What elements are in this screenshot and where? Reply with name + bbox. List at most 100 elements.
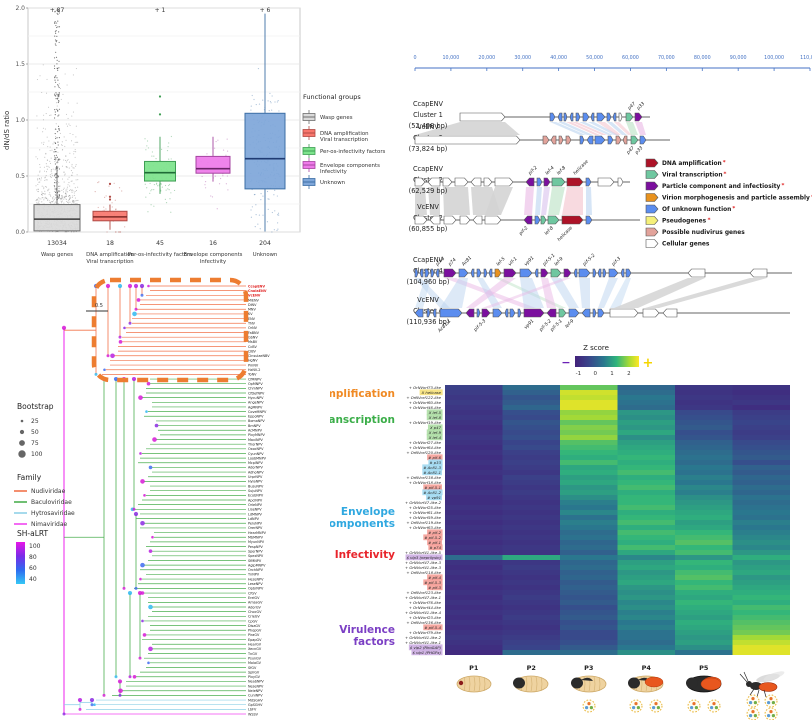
gene-label: lef-9 — [553, 256, 565, 268]
tree-tip-label: NeseNPV — [248, 684, 264, 688]
row-label: + OrNVorf60-like — [409, 400, 442, 405]
tree-tip-label: CiBV — [248, 349, 257, 353]
gene-arrow — [566, 177, 584, 187]
heatmap-cell — [617, 405, 675, 410]
heatmap-cell — [675, 595, 733, 600]
heatmap-cell — [675, 555, 733, 560]
heatmap-cell — [732, 475, 790, 480]
tree-tip-label: AmsaGV — [248, 601, 263, 605]
tree-tip-label: HezeNPV — [248, 577, 264, 581]
legend-item: Unknown — [302, 175, 345, 189]
heatmap-cell — [617, 510, 675, 515]
category-label: factors — [353, 636, 395, 648]
gene-arrow — [472, 215, 483, 225]
heatmap-cell — [445, 550, 503, 555]
gene-arrow — [536, 177, 543, 187]
heatmap-cell — [445, 530, 503, 535]
gene-label: pif-3 — [610, 256, 622, 268]
heatmap-cell — [617, 520, 675, 525]
heatmap-cell — [502, 595, 560, 600]
heatmap-cell — [445, 410, 503, 415]
gene-arrow — [459, 215, 471, 225]
heatmap-cell — [560, 510, 618, 515]
heatmap-cell — [732, 640, 790, 645]
svg-text:Infectivity: Infectivity — [320, 169, 348, 175]
gene-legend-label: DNA amplification — [662, 161, 722, 167]
tree-tip-label: HgNV — [248, 359, 258, 363]
gene-label: lef-5 — [495, 256, 507, 268]
heatmap-cell — [617, 585, 675, 590]
heatmap-cell — [445, 630, 503, 635]
tree-tip-label: MaviNPV — [248, 438, 264, 442]
row-label: # Ac81-1 — [423, 470, 441, 475]
heatmap-cell — [617, 425, 675, 430]
gene-legend-label: Possible nudivirus genes — [662, 230, 745, 236]
heatmap-cell — [445, 490, 503, 495]
heatmap-cell — [445, 510, 503, 515]
tree-tip-label: ErelGV — [248, 596, 260, 600]
tree-tip-label: CoveMNPV — [248, 410, 267, 414]
gene-label: vlf-1 — [507, 256, 518, 267]
heatmap-cell — [502, 490, 560, 495]
genome-synteny-panel: 0 10,000 20,000 30,000 40,000 50,000 60,000 70,… — [407, 55, 812, 335]
heatmap-cell — [445, 620, 503, 625]
heatmap-cell — [675, 435, 733, 440]
gene-arrow — [585, 215, 593, 225]
tree-tip-label: ApciNPV — [248, 498, 263, 502]
virion-icons — [582, 694, 778, 720]
phylogenetic-tree-panel: CcapENVCnolaENVVcENVMiENVDiNVMNVKVENVTNV… — [14, 277, 270, 716]
tree-tip-label: LiseNPV — [248, 508, 262, 512]
row-label: + OrNVorf41-like-4 — [405, 610, 442, 615]
gene-label: p47 — [625, 145, 636, 156]
svg-text:Wasp genes: Wasp genes — [320, 115, 353, 121]
y-tick-label: 0.5 — [15, 173, 25, 180]
heatmap-cell — [617, 545, 675, 550]
heatmap-cell — [560, 620, 618, 625]
gene-arrow — [432, 308, 437, 318]
heatmap-cell — [560, 460, 618, 465]
heatmap-cell — [560, 590, 618, 595]
heatmap-cell — [675, 545, 733, 550]
tree-tip-label: LdNPV — [248, 517, 260, 521]
heatmap-cell — [560, 560, 618, 565]
svg-text:*: * — [732, 206, 735, 212]
gene-arrow — [439, 308, 463, 318]
heatmap-cell — [560, 470, 618, 475]
track-name: (104,960 bp) — [407, 278, 450, 286]
gene-arrow — [645, 227, 659, 237]
gene-arrow — [414, 308, 424, 318]
heatmap-cell — [617, 540, 675, 545]
gene-arrow — [519, 268, 533, 278]
row-label: + OrNVorf63-like — [409, 525, 442, 530]
tree-tip-label: CcapENV — [248, 284, 265, 288]
heatmap-cell — [617, 580, 675, 585]
heatmap-cell — [732, 645, 790, 650]
category-label: components — [330, 518, 395, 530]
heatmap-cell — [617, 485, 675, 490]
ruler-tick-label: 20,000 — [478, 55, 495, 61]
heatmap-cell — [675, 505, 733, 510]
gene-arrow — [483, 177, 493, 187]
row-label: $ vlp3 (neprilysin) — [407, 555, 442, 560]
tree-tip-label: PiraGV — [248, 633, 260, 637]
heatmap-cell — [617, 570, 675, 575]
tree-tip-label: OrchNPV — [248, 568, 264, 572]
gene-label: helicase — [556, 225, 574, 243]
gene-label: p33 — [635, 101, 646, 112]
shalrt-gradient-bar — [16, 542, 25, 584]
heatmap-cell — [732, 590, 790, 595]
gene-arrow — [579, 135, 585, 145]
gene-arrow — [435, 268, 440, 278]
gene-arrow — [525, 177, 535, 187]
row-label: + OrNVorf79-like — [409, 630, 442, 635]
row-label: + OrNVorf18-like — [409, 480, 442, 485]
heatmap-cell — [445, 650, 503, 655]
tree-tip-label: CnolaENV — [248, 289, 267, 293]
heatmap-cell — [445, 430, 503, 435]
tree-tip-label: GbNV — [248, 335, 258, 339]
heatmap-cell — [560, 410, 618, 415]
gene-arrow — [585, 177, 592, 187]
column-label: P5 — [699, 664, 709, 672]
svg-text:Infectivity: Infectivity — [200, 259, 226, 265]
gene-arrow — [563, 112, 568, 122]
